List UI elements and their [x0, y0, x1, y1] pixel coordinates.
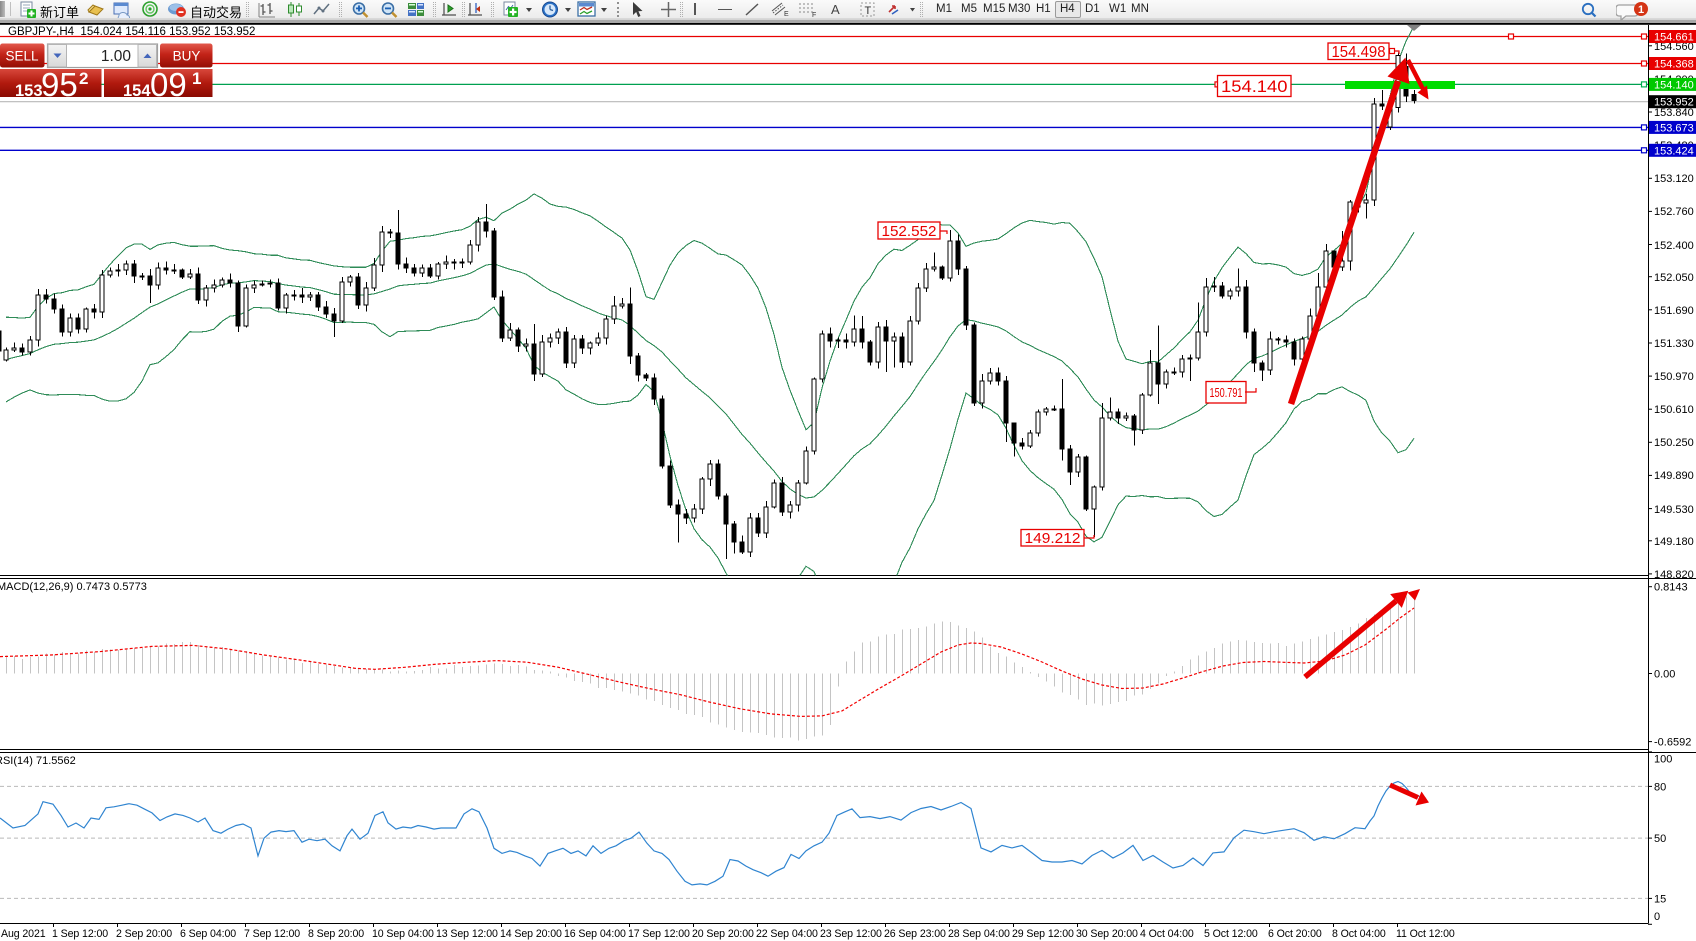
svg-text:150.970: 150.970: [1654, 371, 1694, 383]
svg-text:MACD(12,26,9) 0.7473 0.5773: MACD(12,26,9) 0.7473 0.5773: [0, 581, 147, 593]
svg-text:153.120: 153.120: [1654, 173, 1694, 185]
svg-text:152.400: 152.400: [1654, 240, 1694, 252]
svg-text:30 Sep 20:00: 30 Sep 20:00: [1076, 928, 1138, 940]
svg-text:153.673: 153.673: [1654, 122, 1694, 134]
svg-text:29 Sep 12:00: 29 Sep 12:00: [1012, 928, 1074, 940]
svg-text:4 Oct 04:00: 4 Oct 04:00: [1140, 928, 1194, 940]
svg-text:5 Oct 12:00: 5 Oct 12:00: [1204, 928, 1258, 940]
svg-text:20 Sep 20:00: 20 Sep 20:00: [692, 928, 754, 940]
svg-text:10 Sep 04:00: 10 Sep 04:00: [372, 928, 434, 940]
svg-text:6 Sep 04:00: 6 Sep 04:00: [180, 928, 236, 940]
svg-text:152.760: 152.760: [1654, 206, 1694, 218]
svg-text:154.368: 154.368: [1654, 59, 1694, 71]
svg-text:152.050: 152.050: [1654, 272, 1694, 284]
svg-text:100: 100: [1654, 754, 1672, 766]
svg-text:151.690: 151.690: [1654, 305, 1694, 317]
svg-text:2: 2: [79, 69, 88, 88]
svg-text:2 Sep 20:00: 2 Sep 20:00: [116, 928, 172, 940]
svg-text:16 Sep 04:00: 16 Sep 04:00: [564, 928, 626, 940]
svg-text:154.661: 154.661: [1654, 32, 1694, 44]
svg-text:153.952: 153.952: [1654, 97, 1694, 109]
svg-text:E: E: [784, 11, 789, 18]
svg-text:1: 1: [192, 69, 201, 88]
svg-text:150.791: 150.791: [1210, 385, 1243, 400]
svg-text:0: 0: [1654, 911, 1660, 923]
svg-text:8 Sep 20:00: 8 Sep 20:00: [308, 928, 364, 940]
svg-text:1: 1: [1638, 4, 1644, 16]
svg-text:154.498: 154.498: [1332, 44, 1386, 61]
svg-text:15: 15: [1654, 893, 1666, 905]
svg-text:154.560: 154.560: [1654, 41, 1694, 53]
svg-text:7 Sep 12:00: 7 Sep 12:00: [244, 928, 300, 940]
svg-text:1.00: 1.00: [101, 48, 132, 65]
svg-text:153: 153: [15, 82, 43, 100]
svg-text:BUY: BUY: [173, 49, 201, 64]
svg-text:153.840: 153.840: [1654, 107, 1694, 119]
svg-text:RSI(14) 71.5562: RSI(14) 71.5562: [0, 755, 76, 767]
svg-text:150.250: 150.250: [1654, 437, 1694, 449]
svg-text:154: 154: [123, 82, 151, 100]
svg-text:0.8143: 0.8143: [1654, 582, 1688, 594]
svg-text:28 Sep 04:00: 28 Sep 04:00: [948, 928, 1010, 940]
svg-text:6 Oct 20:00: 6 Oct 20:00: [1268, 928, 1322, 940]
svg-text:0.00: 0.00: [1654, 669, 1675, 681]
svg-text:14 Sep 20:00: 14 Sep 20:00: [500, 928, 562, 940]
svg-text:149.180: 149.180: [1654, 536, 1694, 548]
svg-text:23 Sep 12:00: 23 Sep 12:00: [820, 928, 882, 940]
svg-text:80: 80: [1654, 781, 1666, 793]
svg-text:Aug 2021: Aug 2021: [1, 928, 46, 940]
svg-text:T: T: [865, 5, 872, 17]
svg-text:GBPJPY-,H4 154.024 154.116 15: GBPJPY-,H4 154.024 154.116 153.952 153.9…: [8, 26, 255, 38]
svg-text:26 Sep 23:00: 26 Sep 23:00: [884, 928, 946, 940]
svg-text:13 Sep 12:00: 13 Sep 12:00: [436, 928, 498, 940]
svg-text:1 Sep 12:00: 1 Sep 12:00: [52, 928, 108, 940]
svg-text:151.330: 151.330: [1654, 338, 1694, 350]
svg-text:150.610: 150.610: [1654, 404, 1694, 416]
svg-text:154.140: 154.140: [1654, 79, 1694, 91]
svg-text:F: F: [812, 12, 816, 18]
svg-text:50: 50: [1654, 833, 1666, 845]
svg-text:149.212: 149.212: [1025, 530, 1081, 547]
svg-text:153.424: 153.424: [1654, 145, 1694, 157]
svg-text:11 Oct 12:00: 11 Oct 12:00: [1396, 928, 1455, 940]
svg-text:-0.6592: -0.6592: [1654, 737, 1691, 749]
svg-text:149.890: 149.890: [1654, 470, 1694, 482]
svg-text:8 Oct 04:00: 8 Oct 04:00: [1332, 928, 1386, 940]
svg-text:22 Sep 04:00: 22 Sep 04:00: [756, 928, 818, 940]
svg-text:149.530: 149.530: [1654, 504, 1694, 516]
svg-text:17 Sep 12:00: 17 Sep 12:00: [628, 928, 690, 940]
svg-text:95: 95: [41, 66, 78, 103]
svg-text:154.140: 154.140: [1221, 78, 1288, 96]
svg-text:152.552: 152.552: [882, 223, 937, 240]
svg-text:148.820: 148.820: [1654, 569, 1694, 581]
svg-text:09: 09: [150, 66, 187, 103]
svg-text:SELL: SELL: [5, 49, 39, 64]
